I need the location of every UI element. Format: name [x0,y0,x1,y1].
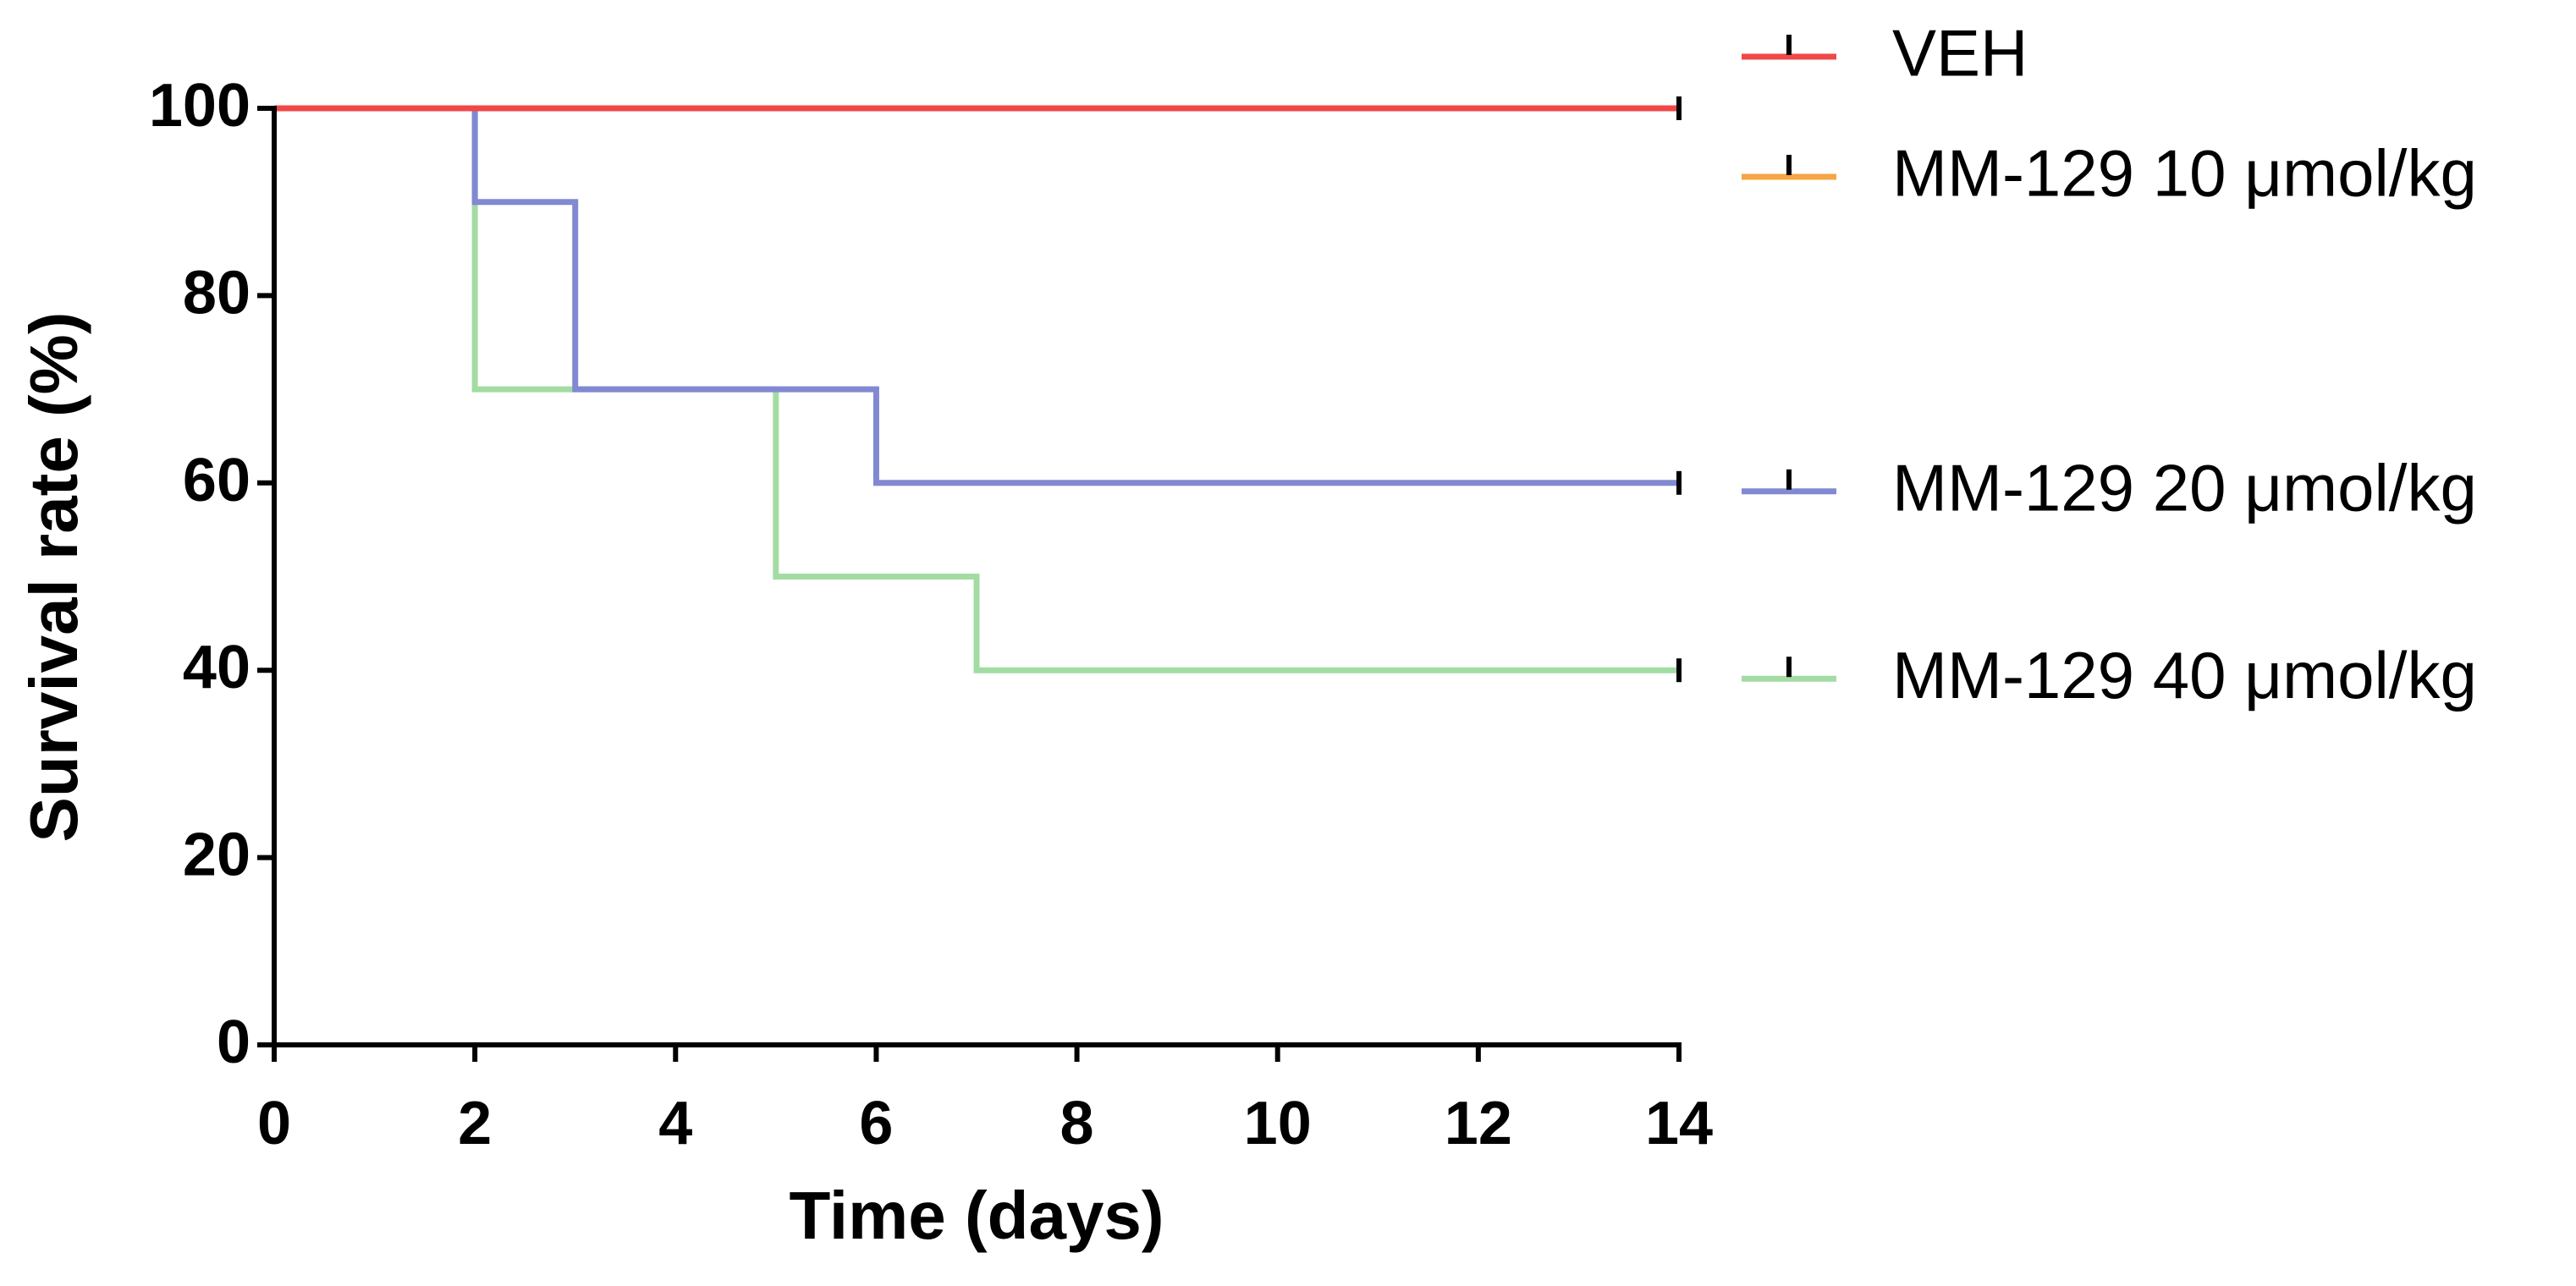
x-tick-label: 10 [1244,1090,1312,1157]
y-tick-label: 100 [149,72,250,140]
y-tick-label: 20 [183,822,250,889]
y-tick-label: 40 [183,634,250,701]
x-tick-label: 0 [257,1090,291,1157]
x-tick-label: 2 [458,1090,492,1157]
y-tick-label: 0 [217,1008,250,1076]
legend-label: MM-129 40 μmol/kg [1892,638,2477,712]
survival-line [274,105,1679,486]
legend-label: MM-129 10 μmol/kg [1892,136,2477,211]
x-tick-label: 8 [1060,1090,1094,1157]
x-tick-label: 4 [658,1090,692,1157]
x-tick-label: 12 [1445,1090,1512,1157]
x-tick-label: 6 [859,1090,893,1157]
x-axis-title: Time (days) [789,1178,1164,1253]
y-tick-label: 80 [183,259,250,327]
legend-label: VEH [1892,16,2028,91]
survival-line [274,105,1679,673]
legend-label: MM-129 20 μmol/kg [1892,450,2477,525]
x-tick-label: 14 [1645,1090,1713,1157]
y-axis-title: Survival rate (%) [16,312,91,843]
y-tick-label: 60 [183,447,250,514]
